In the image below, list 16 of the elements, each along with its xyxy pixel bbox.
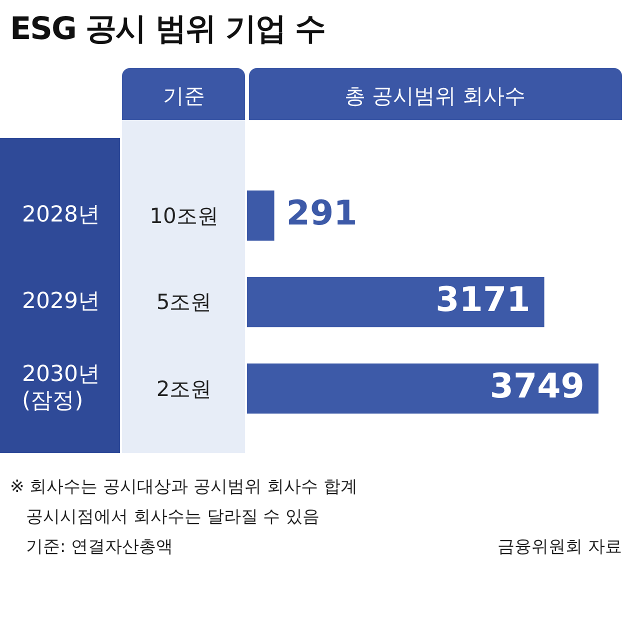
- y-tick-label: 2028년: [22, 202, 100, 228]
- y-tick-label: 2030년 (잠정): [22, 362, 100, 414]
- text: 기준: 연결자산총액: [26, 537, 174, 557]
- text: 공시시점에서 회사수는 달라질 수 있음: [25, 506, 321, 529]
- text: 총 공시범위 회사수: [344, 83, 526, 110]
- data-label: 3171: [436, 280, 530, 320]
- text: 금융위원회 자료: [498, 537, 622, 557]
- chart-title: ESG 공시 범위 기업 수: [10, 10, 326, 49]
- data-label: 3749: [490, 366, 584, 406]
- text: ※ 회사수는 공시대상과 공시범위 회사수 합계: [10, 476, 358, 499]
- text: 2조원: [156, 376, 212, 403]
- text: 기준: [163, 83, 205, 110]
- text: 10조원: [150, 202, 218, 230]
- data-label: 291: [286, 193, 358, 234]
- text: 5조원: [156, 289, 212, 316]
- y-tick-label: 2029년: [22, 288, 100, 314]
